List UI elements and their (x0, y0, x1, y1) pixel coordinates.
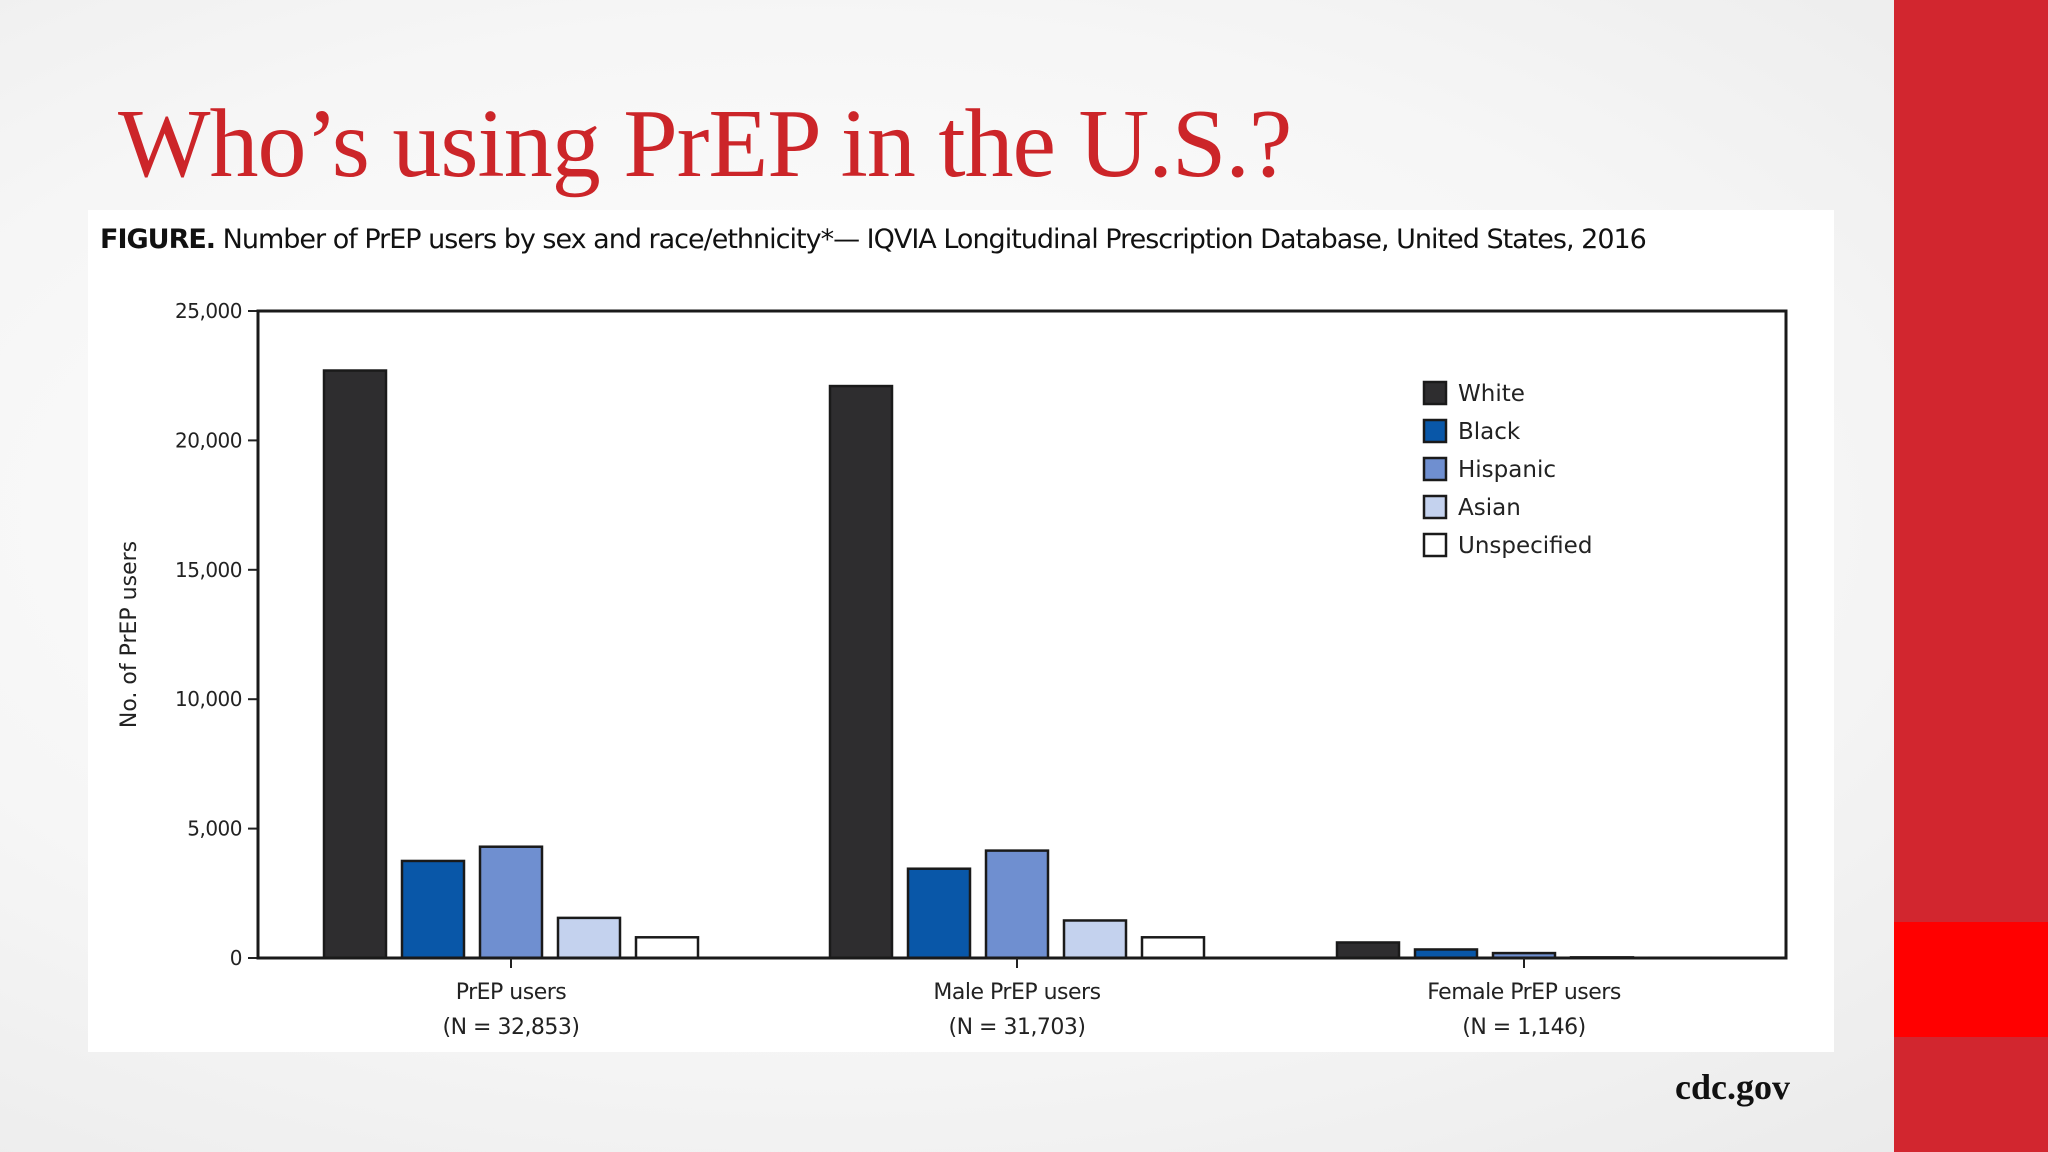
bar-white (828, 384, 894, 960)
x-category-label: Female PrEP users (1427, 980, 1621, 1005)
x-category-label: PrEP users (456, 980, 567, 1005)
bar-white (1335, 941, 1401, 960)
bar-black (906, 867, 972, 960)
legend-swatch-black (1422, 418, 1448, 444)
plot-frame (256, 309, 1788, 960)
x-category-label: Male PrEP users (933, 980, 1100, 1005)
slide-sidebar-accent (1894, 922, 2048, 1037)
y-tick-label: 25,000 (175, 299, 242, 323)
y-tick-label: 15,000 (175, 558, 242, 582)
figure-caption-text: Number of PrEP users by sex and race/eth… (222, 224, 1647, 255)
legend-label-hispanic: Hispanic (1458, 457, 1556, 483)
bar-white (322, 369, 388, 960)
legend-swatch-hispanic (1422, 456, 1448, 482)
bar-hispanic (478, 845, 544, 960)
source-label: cdc.gov (1675, 1067, 1790, 1107)
figure-label: FIGURE. (100, 224, 216, 255)
slide-title: Who’s using PrEP in the U.S.? (118, 90, 1292, 198)
legend-swatch-white (1422, 380, 1448, 406)
x-category-sublabel: (N = 31,703) (948, 1015, 1085, 1040)
x-category-sublabel: (N = 1,146) (1462, 1015, 1586, 1040)
legend-label-unspecified: Unspecified (1458, 533, 1592, 559)
bar-unspecified (1140, 936, 1206, 960)
legend-label-asian: Asian (1458, 495, 1521, 521)
bar-black (400, 859, 466, 960)
y-tick-label: 20,000 (175, 428, 242, 452)
y-axis-label: No. of PrEP users (117, 541, 142, 728)
y-tick-label: 5,000 (187, 817, 242, 841)
y-tick-label: 0 (230, 946, 242, 970)
bar-hispanic (984, 849, 1050, 960)
y-tick-label: 10,000 (175, 687, 242, 711)
legend-label-white: White (1458, 381, 1525, 407)
legend-label-black: Black (1458, 419, 1521, 445)
bar-asian (556, 916, 622, 960)
bar-asian (1062, 919, 1128, 960)
legend-swatch-unspecified (1422, 532, 1448, 558)
x-category-sublabel: (N = 32,853) (442, 1015, 579, 1040)
bar-unspecified (634, 936, 700, 960)
legend-swatch-asian (1422, 494, 1448, 520)
figure-caption: FIGURE. Number of PrEP users by sex and … (100, 224, 1647, 255)
